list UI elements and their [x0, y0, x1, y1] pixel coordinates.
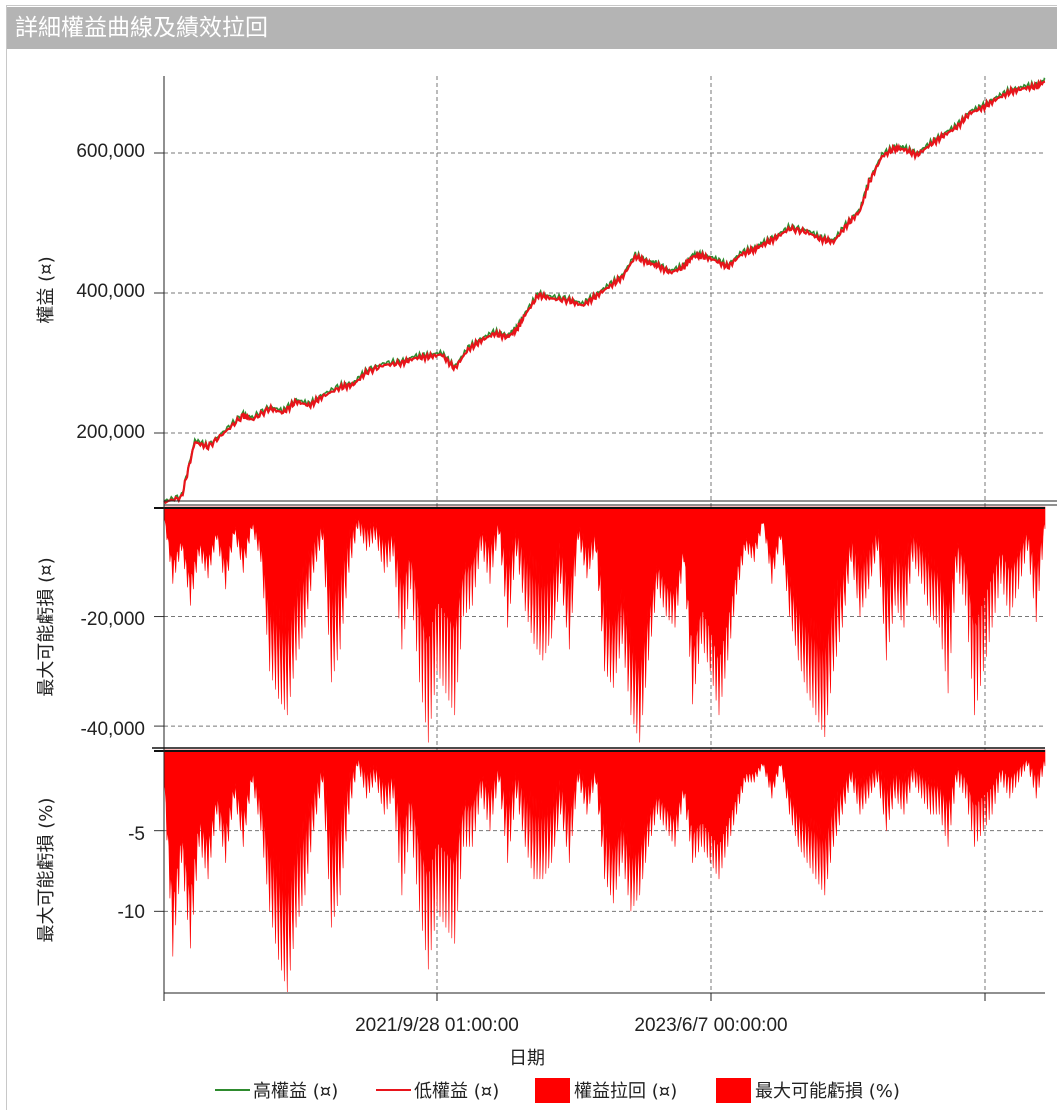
- legend-label-high-equity: 高權益 (¤): [253, 1081, 338, 1102]
- legend-label-low-equity: 低權益 (¤): [414, 1081, 499, 1102]
- panel1-ytick-400000: 400,000: [76, 281, 145, 302]
- panel3-ytick-5: -5: [128, 824, 145, 845]
- panel3-ylabel: 最大可能虧損 (%): [36, 798, 57, 943]
- x-axis-label: 日期: [509, 1048, 545, 1069]
- xtick-2023: 2023/6/7 00:00:00: [634, 1015, 787, 1036]
- series-area-p3: [163, 749, 1046, 993]
- window-title: 詳細權益曲線及績效拉回: [7, 7, 1057, 49]
- panel2-ytick-20000: -20,000: [81, 609, 145, 630]
- legend-label-equity-pullback: 權益拉回 (¤): [574, 1081, 677, 1102]
- panel3-ytick-10: -10: [118, 902, 145, 923]
- panel1-ylabel: 權益 (¤): [36, 256, 57, 323]
- series-area-p2: [163, 506, 1046, 743]
- panel2-ylabel: 最大可能虧損 (¤): [36, 557, 57, 696]
- panel1-ytick-600000: 600,000: [76, 141, 145, 162]
- series-layer: [163, 77, 1046, 993]
- panel1-ytick-200000: 200,000: [76, 422, 145, 443]
- legend: 高權益 (¤) 低權益 (¤) 權益拉回 (¤) 最大可能虧損 (%): [215, 1078, 900, 1103]
- legend-label-max-loss-pct: 最大可能虧損 (%): [755, 1081, 900, 1102]
- axis-layer: [152, 76, 1057, 1001]
- panel2-ytick-40000: -40,000: [81, 719, 145, 740]
- legend-swatch-equity-pullback: [535, 1078, 570, 1103]
- xtick-2021: 2021/9/28 01:00:00: [355, 1015, 519, 1036]
- legend-swatch-max-loss-pct: [716, 1078, 751, 1103]
- series-line-low-equity: [163, 78, 1046, 505]
